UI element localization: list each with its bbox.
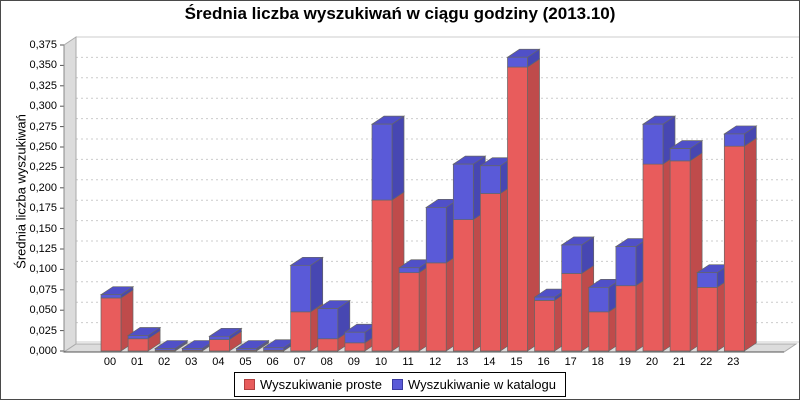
bar-22-proste (696, 287, 718, 352)
bar-09-katalog (344, 331, 366, 344)
bar-05-katalog (236, 348, 257, 351)
y-tick-label: 0,150 (29, 222, 57, 235)
bar-21-katalog (669, 148, 691, 162)
y-tick-label: 0,375 (29, 39, 57, 51)
x-tick-label: 02 (158, 356, 171, 368)
bar-16-katalog (534, 296, 555, 301)
bar-16-proste (534, 300, 555, 352)
bar-18-katalog (588, 287, 610, 313)
bar-12-proste (425, 262, 447, 352)
x-tick-label: 13 (456, 356, 469, 368)
legend-item-proste: Wyszukiwanie proste (244, 377, 382, 392)
bar-07-katalog (290, 264, 312, 313)
bar-11-proste (398, 272, 420, 352)
bar-15-katalog (507, 56, 528, 68)
bar-01-proste (127, 338, 149, 352)
y-tick-label: 0,275 (29, 120, 57, 133)
bar-23-proste (723, 145, 745, 352)
bar-19-proste (615, 285, 637, 352)
x-tick-label: 16 (537, 356, 550, 368)
bar-10-katalog (371, 123, 393, 201)
y-tick-label: 0,050 (29, 304, 57, 317)
bar-13-katalog (452, 163, 474, 220)
bar-17-katalog (561, 244, 583, 274)
y-tick-label: 0,100 (29, 263, 57, 276)
x-tick-label: 18 (591, 356, 604, 368)
y-tick-label: 0,300 (29, 100, 57, 113)
x-tick-label: 00 (103, 356, 117, 368)
y-tick-label: 0,075 (29, 283, 57, 296)
bar-21-proste (669, 160, 691, 352)
x-tick-label: 17 (564, 356, 577, 368)
x-tick-label: 03 (185, 356, 198, 368)
y-tick-label: 0,250 (29, 141, 57, 153)
x-tick-label: 05 (239, 356, 252, 368)
y-tick-label: 0,325 (29, 79, 57, 92)
legend-item-katalog: Wyszukiwanie w katalogu (391, 377, 556, 392)
x-tick-label: 21 (672, 356, 686, 368)
bar-11-katalog (398, 267, 420, 274)
x-tick-label: 15 (510, 356, 523, 368)
bar-13-proste (452, 219, 474, 352)
x-tick-label: 14 (483, 356, 496, 368)
bar-00-katalog (100, 294, 122, 299)
bar-08-proste (317, 338, 339, 352)
x-tick-label: 11 (402, 356, 414, 368)
bar-00-proste (100, 297, 122, 352)
y-tick-label: 0,200 (29, 181, 57, 194)
bar-07-proste (290, 311, 312, 352)
x-tick-label: 09 (347, 356, 361, 368)
x-tick-label: 01 (130, 356, 144, 368)
x-tick-label: 08 (320, 356, 333, 368)
legend-label-proste: Wyszukiwanie proste (260, 377, 382, 392)
bar-08-katalog (317, 308, 339, 340)
chart-title: Średnia liczba wyszukiwań w ciągu godzin… (184, 4, 616, 23)
x-tick-label: 04 (212, 356, 225, 368)
bar-14-katalog (480, 165, 501, 194)
bar-12-katalog (425, 207, 447, 264)
bar-19-katalog (615, 246, 637, 287)
bar-07-katalog-side (310, 256, 324, 313)
y-tick-label: 0,025 (29, 324, 57, 337)
plot-wall-left (63, 36, 77, 353)
bar-22-katalog (696, 272, 718, 288)
x-tick-label: 22 (700, 356, 713, 368)
legend: Wyszukiwanie proste Wyszukiwanie w katal… (234, 372, 566, 397)
legend-swatch-proste (244, 379, 255, 390)
x-tick-label: 12 (429, 356, 442, 368)
bar-14-proste (480, 193, 501, 352)
bar-10-katalog-side (391, 115, 405, 201)
bar-23-katalog (723, 133, 745, 147)
legend-swatch-katalog (391, 379, 403, 390)
bar-20-katalog (642, 123, 664, 165)
x-tick-label: 20 (645, 356, 659, 368)
bar-20-proste (642, 163, 664, 352)
x-tick-label: 06 (266, 356, 279, 368)
x-tick-label: 19 (618, 356, 632, 368)
bar-17-proste (561, 273, 583, 352)
bar-01-katalog (127, 335, 149, 340)
y-tick-label: 0,225 (29, 161, 57, 174)
bar-10-proste (371, 199, 393, 352)
bar-18-proste (588, 311, 610, 352)
bar-04-proste (209, 339, 230, 352)
bar-03-katalog (181, 348, 203, 351)
x-tick-label: 07 (293, 356, 306, 368)
bar-23-proste-side (743, 137, 757, 352)
y-tick-label: 0,175 (29, 202, 57, 215)
bar-15-proste (507, 66, 528, 352)
y-tick-label: 0,350 (29, 59, 57, 72)
bar-02-katalog (154, 348, 176, 351)
bar-09-proste (344, 342, 366, 352)
bar-04-katalog (209, 335, 230, 340)
y-tick-label: 0,125 (29, 243, 57, 255)
legend-label-katalog: Wyszukiwanie w katalogu (407, 377, 556, 392)
x-tick-label: 10 (374, 356, 388, 368)
bar-06-katalog (263, 347, 284, 351)
y-tick-label: 0,000 (29, 345, 57, 357)
x-tick-label: 23 (727, 356, 740, 368)
